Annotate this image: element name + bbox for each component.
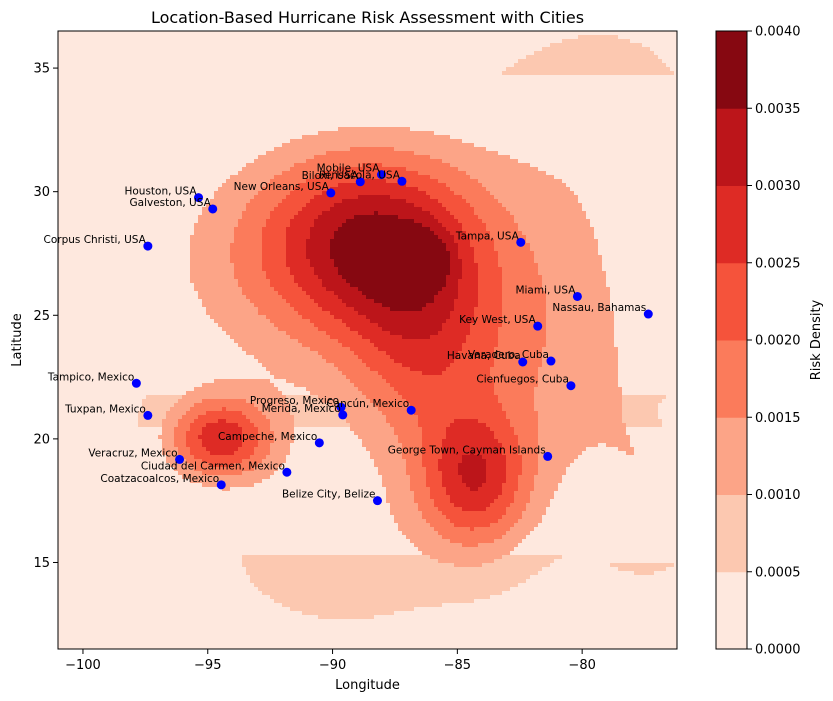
chart-title: Location-Based Hurricane Risk Assessment… [151,8,584,27]
x-tick-label: −90 [319,658,346,673]
city-label: Tampa, USA [455,230,520,242]
city-label: Key West, USA [459,314,536,326]
colorbar-tick-label: 0.0025 [755,256,801,271]
city-marker [516,237,526,247]
colorbar-segment [716,262,747,341]
city-marker [194,193,204,203]
y-tick-label: 15 [33,556,50,571]
colorbar: 0.0000 0.0005 0.0010 0.0015 0.0020 0.0025 0.00… [715,25,801,658]
density-contours [138,35,674,619]
colorbar-tick-label: 0.0010 [755,488,801,503]
colorbar-segment [716,571,747,650]
city-label: Veracruz, Mexico [88,447,177,459]
x-tick-label: −80 [568,658,595,673]
colorbar-tick-label: 0.0030 [755,179,801,194]
city-marker [566,381,576,391]
plot-frame [57,30,678,650]
city-marker [546,356,556,366]
colorbar-tick-label: 0.0000 [755,643,801,658]
colorbar-tick-label: 0.0005 [755,565,801,580]
city-label: Houston, USA [124,186,197,198]
contour-level-7 [330,211,450,311]
y-tick-label: 35 [33,62,50,77]
city-label: New Orleans, USA [234,181,330,193]
city-marker [216,480,226,490]
city-label: Ciudad del Carmen, Mexico [141,460,285,472]
colorbar-segment [716,108,747,186]
city-marker [175,454,185,464]
colorbar-segment [716,494,747,573]
city-marker [326,188,336,198]
city-label: Coatzacoalcos, Mexico [100,473,219,485]
city-marker [643,309,653,319]
colorbar-segment [716,185,747,264]
x-axis: −100 −95 −90 −85 −80 [65,649,596,673]
city-label: Merida, Mexico [262,403,341,415]
city-marker [208,204,218,214]
city-label: George Town, Cayman Islands [388,444,546,456]
x-tick-label: −95 [194,658,221,673]
city-marker [572,291,582,301]
city-label: Corpus Christi, USA [44,234,147,246]
city-label: Havana, Cuba [447,350,521,362]
city-label: Galveston, USA [130,197,212,209]
city-marker [372,496,382,506]
colorbar-segment [716,417,747,495]
city-marker [314,438,324,448]
city-marker [143,241,153,251]
city-label: Miami, USA [515,284,576,296]
x-axis-label: Longitude [335,678,400,693]
y-axis-label: Latitude [10,313,25,367]
city-label: Mobile, USA [317,163,381,175]
colorbar-tick-label: 0.0015 [755,411,801,426]
city-marker [336,402,346,412]
city-label: Belize City, Belize [282,489,376,501]
x-tick-label: −85 [444,658,471,673]
city-marker [397,176,407,186]
city-label: Varadero, Cuba [468,349,549,361]
x-tick-label: −100 [65,658,101,673]
y-tick-label: 30 [33,185,50,200]
city-label: Nassau, Bahamas [552,302,646,314]
city-label: Campeche, Mexico [218,431,317,443]
colorbar-tick-label: 0.0035 [755,102,801,117]
city-label: Cienfuegos, Cuba [476,374,569,386]
colorbar-tick-label: 0.0020 [755,334,801,349]
city-label: Pensacola, USA [319,169,401,181]
colorbar-segment [716,340,747,418]
city-label: Tuxpan, Mexico [64,403,146,415]
city-marker [376,170,386,180]
y-axis: 15 20 25 30 35 [33,62,58,571]
colorbar-label: Risk Density [809,299,824,380]
city-marker [518,357,528,367]
city-marker [131,378,141,388]
colorbar-tick-label: 0.0040 [755,25,801,40]
city-label: Cancún, Mexico [326,398,409,410]
city-label: Tampico, Mexico [47,371,134,383]
city-marker [143,410,153,420]
city-marker [543,451,553,461]
city-label: Progreso, Mexico [250,395,339,407]
y-tick-label: 20 [33,432,50,447]
city-label: Biloxi, USA [302,170,359,182]
city-marker [355,177,365,187]
city-marker [533,321,543,331]
colorbar-segment [716,31,747,109]
city-marker [338,410,348,420]
city-marker [406,405,416,415]
city-marker [282,467,292,477]
y-tick-label: 25 [33,309,50,324]
